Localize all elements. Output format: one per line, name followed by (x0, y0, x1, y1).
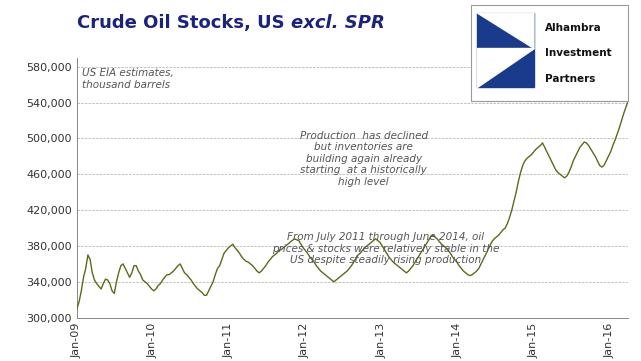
Text: Partners: Partners (545, 74, 595, 84)
Polygon shape (478, 13, 534, 87)
Text: Crude Oil Stocks, US: Crude Oil Stocks, US (77, 14, 291, 32)
Text: From July 2011 through June 2014, oil
prices & stocks were relatively stable in : From July 2011 through June 2014, oil pr… (272, 232, 499, 265)
Text: new hi for
inventory: new hi for inventory (553, 76, 604, 97)
Text: Alhambra: Alhambra (545, 23, 602, 32)
Text: US EIA estimates,
thousand barrels: US EIA estimates, thousand barrels (83, 68, 174, 90)
Polygon shape (478, 13, 534, 48)
Text: Production  has declined
but inventories are
building again already
starting  at: Production has declined but inventories … (299, 131, 428, 187)
Polygon shape (478, 48, 534, 87)
Text: Investment: Investment (545, 48, 612, 58)
Text: excl. SPR: excl. SPR (291, 14, 385, 32)
